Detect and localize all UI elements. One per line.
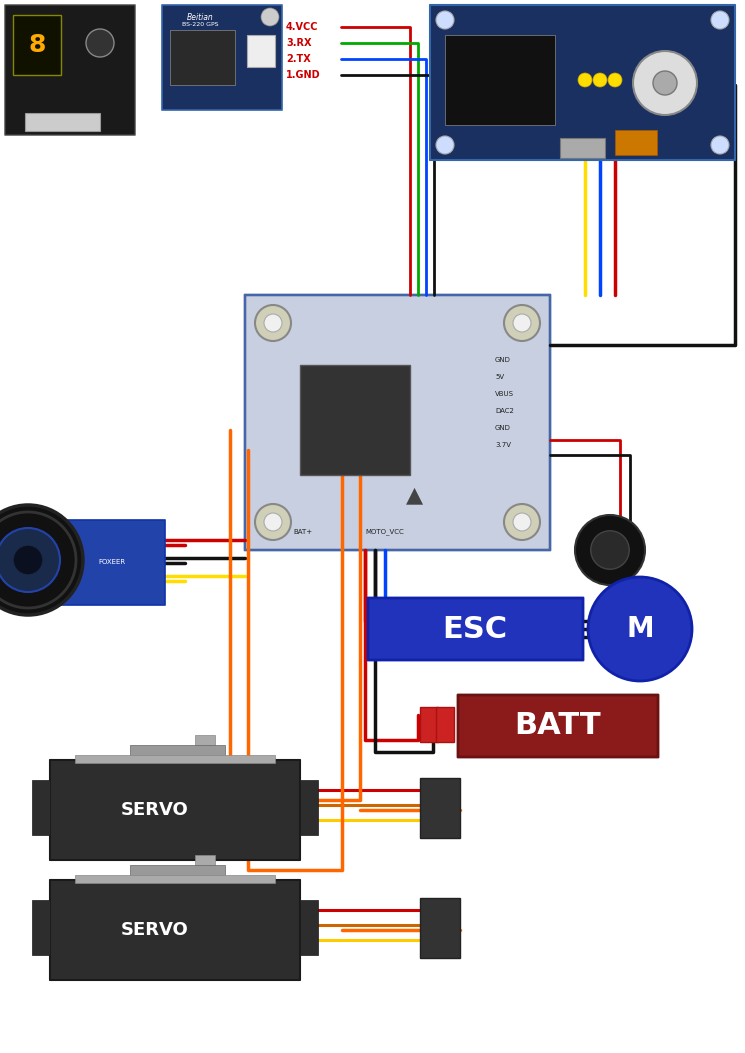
Circle shape <box>513 513 531 531</box>
Circle shape <box>436 136 454 154</box>
Text: M: M <box>627 615 654 643</box>
Circle shape <box>264 314 282 332</box>
Bar <box>32 900 50 955</box>
Text: VBUS: VBUS <box>495 391 514 397</box>
Bar <box>25 113 100 131</box>
Bar <box>170 29 235 85</box>
Circle shape <box>575 515 645 585</box>
FancyBboxPatch shape <box>50 880 300 980</box>
Text: BATT: BATT <box>515 712 601 740</box>
Bar <box>300 900 318 955</box>
Text: BS-220 GPS: BS-220 GPS <box>182 22 218 27</box>
Circle shape <box>255 504 291 540</box>
Circle shape <box>0 512 76 608</box>
Text: SERVO: SERVO <box>121 801 189 819</box>
Circle shape <box>593 73 607 87</box>
Bar <box>420 778 460 838</box>
Circle shape <box>504 305 540 341</box>
FancyBboxPatch shape <box>430 5 735 160</box>
Circle shape <box>588 577 692 681</box>
Circle shape <box>504 504 540 540</box>
Circle shape <box>633 51 697 115</box>
Circle shape <box>608 73 622 87</box>
Circle shape <box>513 314 531 332</box>
Circle shape <box>653 71 677 95</box>
FancyBboxPatch shape <box>245 295 550 550</box>
Bar <box>130 865 225 880</box>
Bar <box>300 365 410 475</box>
Bar <box>130 746 225 760</box>
Circle shape <box>261 8 279 26</box>
Bar <box>13 15 61 75</box>
FancyBboxPatch shape <box>60 520 165 605</box>
Text: GND: GND <box>495 357 511 363</box>
FancyBboxPatch shape <box>5 5 135 135</box>
Text: ESC: ESC <box>443 615 507 643</box>
Text: MOTO_VCC: MOTO_VCC <box>365 529 404 535</box>
Text: SERVO: SERVO <box>121 921 189 939</box>
Text: DAC2: DAC2 <box>495 408 514 414</box>
Text: 8: 8 <box>28 33 45 57</box>
Text: GND: GND <box>495 425 511 431</box>
Text: 1.GND: 1.GND <box>286 69 320 80</box>
Circle shape <box>255 305 291 341</box>
Circle shape <box>711 136 729 154</box>
Text: FOXEER: FOXEER <box>98 559 126 565</box>
Bar <box>32 780 50 835</box>
Text: ▲: ▲ <box>407 485 424 505</box>
Circle shape <box>13 545 43 575</box>
Circle shape <box>0 528 60 592</box>
Text: 3.RX: 3.RX <box>286 38 311 48</box>
Bar <box>615 130 657 155</box>
Circle shape <box>711 11 729 29</box>
Bar <box>75 755 275 763</box>
Bar <box>195 735 215 746</box>
Circle shape <box>264 513 282 531</box>
Text: 5V: 5V <box>495 374 504 380</box>
Bar <box>445 35 555 125</box>
Bar <box>75 875 275 883</box>
FancyBboxPatch shape <box>368 598 583 660</box>
Bar <box>195 855 215 865</box>
Bar <box>300 780 318 835</box>
FancyBboxPatch shape <box>458 695 658 757</box>
Text: 3.7V: 3.7V <box>495 442 511 448</box>
Bar <box>560 138 605 158</box>
Circle shape <box>436 11 454 29</box>
Bar <box>420 898 460 958</box>
Text: Beitian: Beitian <box>187 13 213 21</box>
Text: 2.TX: 2.TX <box>286 54 311 64</box>
FancyBboxPatch shape <box>162 5 282 110</box>
FancyBboxPatch shape <box>50 760 300 860</box>
Circle shape <box>0 505 83 615</box>
Bar <box>245 295 550 550</box>
Bar <box>247 35 275 67</box>
Circle shape <box>591 531 630 570</box>
Text: 4.VCC: 4.VCC <box>286 22 319 32</box>
Circle shape <box>578 73 592 87</box>
Text: BAT+: BAT+ <box>293 529 312 535</box>
Bar <box>436 707 454 742</box>
Bar <box>420 707 438 742</box>
Circle shape <box>86 29 114 57</box>
